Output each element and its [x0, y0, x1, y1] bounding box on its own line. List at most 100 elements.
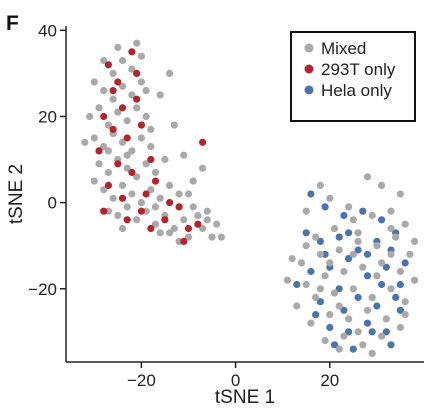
point-mixed: [147, 143, 155, 151]
legend-label: Hela only: [321, 81, 392, 100]
x-axis-title: tSNE 1: [215, 387, 275, 408]
y-axis-title: tSNE 2: [6, 164, 27, 224]
point-mixed: [161, 155, 169, 164]
legend-marker: [304, 43, 314, 53]
point-hela-only: [316, 237, 324, 245]
point-mixed: [406, 250, 414, 258]
point-mixed: [109, 69, 117, 77]
point-hela-only: [373, 302, 381, 310]
point-mixed: [316, 250, 324, 258]
point-293t-only: [147, 155, 155, 164]
point-293t-only: [137, 121, 145, 129]
x-tick-label: −20: [127, 371, 156, 390]
point-hela-only: [340, 306, 348, 314]
point-mixed: [359, 341, 367, 349]
point-mixed: [137, 134, 145, 142]
point-293t-only: [166, 199, 174, 207]
point-mixed: [109, 194, 117, 202]
point-mixed: [104, 121, 112, 129]
point-mixed: [166, 181, 174, 189]
point-hela-only: [359, 207, 367, 215]
point-mixed: [133, 216, 141, 224]
point-mixed: [316, 285, 324, 293]
point-293t-only: [114, 78, 122, 86]
point-hela-only: [316, 298, 324, 306]
point-mixed: [288, 255, 296, 263]
point-mixed: [302, 280, 310, 289]
point-mixed: [147, 125, 155, 133]
point-mixed: [387, 250, 395, 258]
point-mixed: [151, 168, 160, 177]
point-mixed: [203, 216, 211, 224]
point-mixed: [392, 233, 400, 241]
point-mixed: [401, 311, 409, 319]
point-mixed: [128, 65, 136, 73]
point-mixed: [133, 173, 141, 181]
point-mixed: [335, 302, 343, 310]
point-hela-only: [345, 229, 353, 237]
point-mixed: [147, 186, 155, 194]
point-293t-only: [114, 160, 122, 168]
point-293t-only: [104, 181, 112, 189]
point-hela-only: [312, 311, 320, 319]
point-mixed: [180, 151, 188, 159]
point-mixed: [114, 108, 122, 116]
point-mixed: [156, 91, 164, 99]
ticks-layer: −20 0 20 −20 0 20 40: [28, 21, 339, 390]
point-mixed: [396, 190, 404, 198]
point-mixed: [293, 302, 301, 310]
point-mixed: [401, 298, 409, 306]
point-mixed: [345, 315, 353, 323]
point-mixed: [128, 91, 136, 99]
point-mixed: [354, 229, 362, 237]
point-mixed: [118, 82, 127, 90]
point-hela-only: [363, 250, 372, 258]
point-mixed: [156, 194, 164, 202]
point-mixed: [345, 203, 353, 211]
point-hela-only: [335, 285, 343, 293]
point-mixed: [118, 56, 127, 65]
point-mixed: [354, 237, 362, 245]
point-mixed: [326, 259, 334, 267]
point-mixed: [123, 117, 131, 125]
point-mixed: [354, 328, 362, 336]
y-tick-label: 0: [48, 194, 57, 213]
legend-marker: [304, 85, 314, 95]
legend-label: Mixed: [321, 39, 366, 58]
point-mixed: [95, 160, 103, 168]
point-mixed: [349, 216, 357, 224]
point-mixed: [189, 203, 197, 211]
point-hela-only: [340, 211, 348, 220]
point-hela-only: [396, 306, 404, 314]
point-hela-only: [321, 203, 329, 211]
point-mixed: [118, 224, 127, 233]
point-mixed: [137, 52, 145, 60]
point-mixed: [378, 259, 386, 267]
point-mixed: [100, 56, 108, 65]
point-mixed: [312, 233, 320, 241]
point-mixed: [170, 224, 178, 233]
point-mixed: [203, 207, 211, 215]
point-293t-only: [100, 112, 108, 121]
point-293t-only: [133, 69, 141, 77]
point-293t-only: [118, 194, 127, 202]
point-hela-only: [382, 263, 390, 271]
point-hela-only: [335, 233, 343, 241]
point-mixed: [137, 199, 145, 207]
point-mixed: [142, 160, 150, 168]
point-293t-only: [109, 125, 117, 133]
point-hela-only: [382, 328, 390, 336]
point-mixed: [81, 138, 89, 146]
point-mixed: [156, 229, 164, 237]
point-mixed: [213, 220, 221, 228]
point-293t-only: [109, 87, 117, 95]
point-mixed: [401, 220, 409, 228]
point-mixed: [184, 233, 193, 241]
point-mixed: [118, 138, 127, 146]
legend-label: 293T only: [321, 60, 396, 79]
point-mixed: [321, 336, 329, 345]
point-293t-only: [180, 237, 188, 245]
y-tick-label: −20: [28, 280, 57, 299]
point-mixed: [411, 237, 419, 245]
point-mixed: [411, 276, 419, 284]
